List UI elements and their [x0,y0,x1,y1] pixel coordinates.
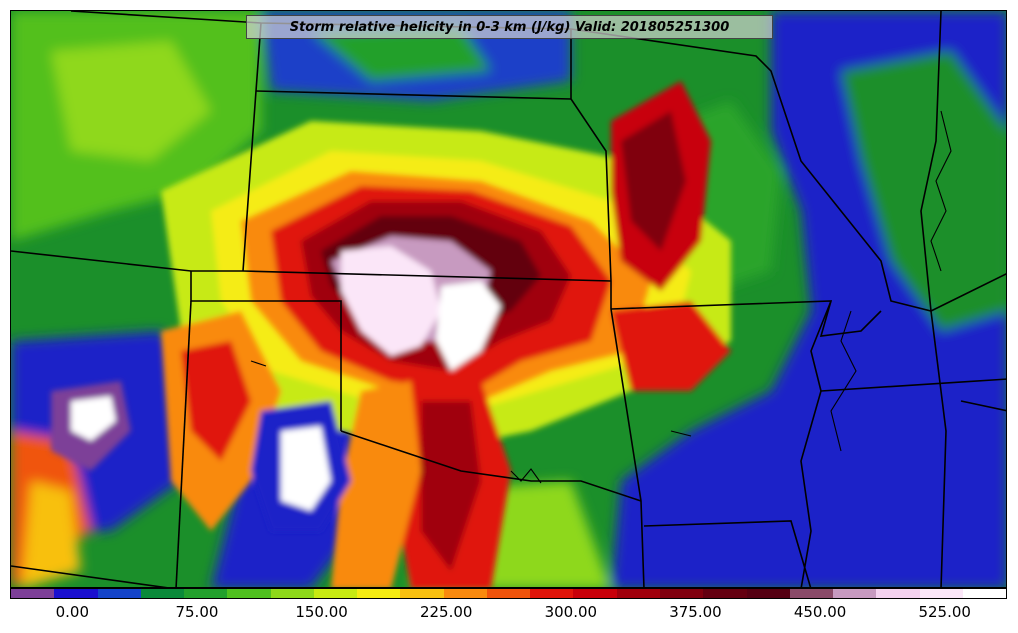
colorbar [10,588,1007,599]
colorbar-swatch [140,589,185,598]
colorbar-swatch [184,589,228,598]
colorbar-swatch [486,589,531,598]
colorbar-swatch [227,589,271,598]
colorbar-tick-label: 75.00 [175,603,219,621]
colorbar-swatch [11,589,55,598]
map-title: Storm relative helicity in 0-3 km (J/kg)… [289,19,730,35]
colorbar-swatch [703,589,747,598]
colorbar-swatch [919,589,963,598]
map-field [11,11,1006,587]
colorbar-swatch [746,589,790,598]
colorbar-swatch [357,589,401,598]
colorbar-swatch [54,589,98,598]
map-title-box: Storm relative helicity in 0-3 km (J/kg)… [246,15,773,39]
helicity-map [10,10,1007,588]
colorbar-tick-label: 150.00 [295,603,348,621]
colorbar-swatch [313,589,358,598]
colorbar-swatch [962,589,1006,598]
colorbar-tick-label: 450.00 [793,603,847,621]
colorbar-tick-label: 525.00 [918,603,971,621]
colorbar-swatch [833,589,877,598]
colorbar-swatch [659,589,704,598]
colorbar-tick-label: 300.00 [544,603,598,621]
colorbar-swatch [443,589,487,598]
colorbar-tick-label: 375.00 [669,603,722,621]
field-helicity-core [51,81,731,587]
state-borders [11,11,1006,587]
colorbar-swatch [270,589,314,598]
colorbar-swatch [97,589,141,598]
colorbar-labels: 0.00 75.00 150.00 225.00 300.00 375.00 450.00 5… [10,601,1007,625]
colorbar-swatch [789,589,834,598]
colorbar-swatch [876,589,920,598]
colorbar-tick-label: 0.00 [55,603,90,621]
colorbar-swatch [400,589,444,598]
colorbar-tick-label: 225.00 [419,603,473,621]
colorbar-swatch [573,589,617,598]
colorbar-swatch [530,589,574,598]
river-borders [250,110,952,484]
colorbar-swatch [616,589,660,598]
